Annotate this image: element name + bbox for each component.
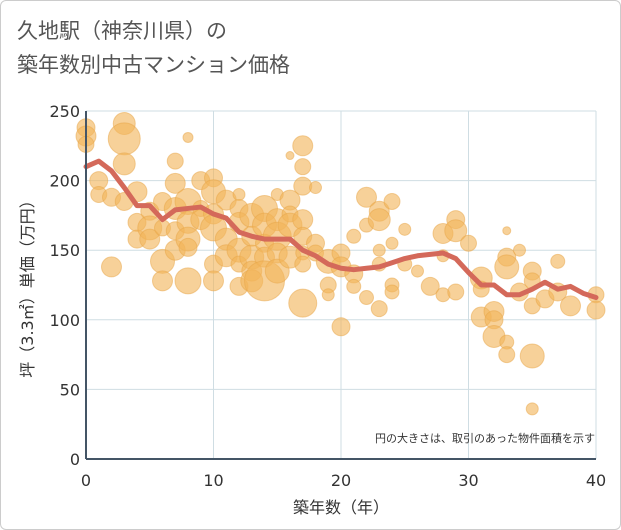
x-tick-labels: 0 10 20 30 40 [81,471,606,490]
bubble-point [309,181,322,195]
bubble-point [293,176,313,196]
bubble-point [384,284,400,300]
bubble-point [112,152,136,176]
bubble-point [494,254,520,280]
bubble-point [288,288,318,318]
bubble-point [152,270,173,292]
bubble-point [502,226,512,236]
bubble-point [447,283,465,301]
y-tick-label: 100 [49,311,80,330]
bubble-point [101,256,122,278]
y-tick-label: 150 [49,241,80,260]
bubble-layer [75,112,606,416]
bubble-point [383,192,401,210]
bubble-point [292,209,314,231]
x-tick-label: 30 [458,471,478,490]
bubble-point [359,290,374,306]
bubble-point [294,255,312,273]
bubble-point [346,228,362,244]
bubble-point [550,253,566,269]
y-tick-label: 0 [70,450,80,469]
bubble-point [525,402,539,416]
title-line-1: 久地駅（神奈川県）の [17,19,227,43]
bubble-point [174,267,202,295]
bubble-point [139,228,161,250]
x-tick-label: 40 [586,471,606,490]
bubble-point [107,122,141,156]
bubble-point [203,270,224,292]
bubble-point [560,295,581,317]
bubble-point [370,300,388,318]
bubble-point [356,186,377,208]
chart-title: 久地駅（神奈川県）の 築年数別中古マンション価格 [17,14,290,82]
bubble-point [411,264,424,278]
y-tick-label: 200 [49,172,80,191]
x-tick-label: 20 [331,471,351,490]
y-tick-label: 250 [49,102,80,121]
bubble-point [385,236,399,250]
bubble-point [346,278,362,294]
bubble-point [460,234,477,252]
title-line-2: 築年数別中古マンション価格 [17,53,290,77]
bubble-point [166,152,184,170]
x-tick-label: 0 [81,471,91,490]
bubble-point [498,346,516,364]
bubble-point [321,288,335,302]
y-tick-labels: 0 50 100 150 200 250 [49,102,80,469]
bubble-size-note: 円の大きさは、取引のあった物件面積を示す [375,431,595,445]
bubble-point [294,158,312,176]
bubble-point [513,243,526,257]
bubble-point [178,237,198,257]
y-tick-label: 50 [60,380,80,399]
bubble-point [519,343,545,369]
x-axis-label: 築年数（年） [293,498,389,517]
bubble-point [292,135,314,157]
average-price-line [83,158,599,301]
bubble-point [331,317,351,337]
y-axis-label: 坪（3.3㎡）単価（万円） [18,192,37,377]
bubble-point [285,151,295,161]
bubble-point [398,222,412,236]
bubble-point [232,188,246,202]
bubble-point [367,208,391,232]
bubble-point [420,276,440,296]
bubble-point [164,172,186,194]
bubble-point [444,219,468,243]
bubble-point [586,300,606,320]
bubble-point [182,131,194,143]
bubble-point [372,243,386,257]
x-tick-label: 10 [203,471,223,490]
